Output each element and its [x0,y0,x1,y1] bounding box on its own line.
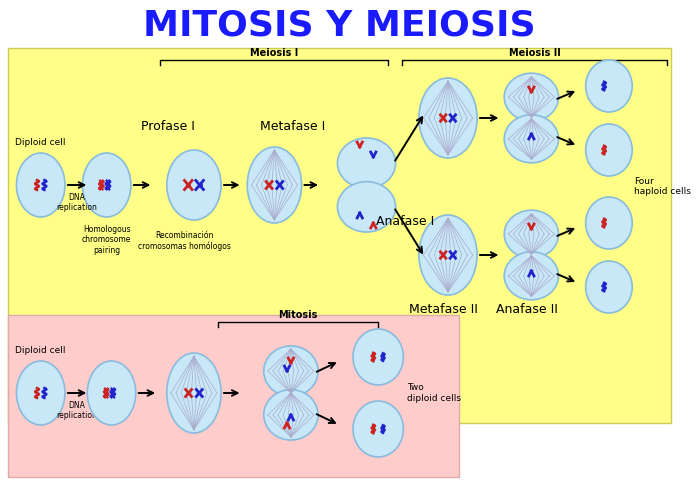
Ellipse shape [337,182,395,232]
Text: Metafase I: Metafase I [260,120,325,133]
Ellipse shape [353,401,403,457]
Ellipse shape [17,361,65,425]
FancyBboxPatch shape [8,315,458,477]
Ellipse shape [586,124,632,176]
Text: Meiosis II: Meiosis II [509,48,561,58]
Ellipse shape [586,261,632,313]
Text: Diploid cell: Diploid cell [15,346,66,355]
Ellipse shape [504,210,559,258]
Ellipse shape [504,73,559,121]
Text: DNA
replication: DNA replication [56,401,97,421]
Ellipse shape [167,353,221,433]
Ellipse shape [88,361,136,425]
Text: Homologous
chromosome
pairing: Homologous chromosome pairing [82,225,132,255]
Ellipse shape [419,215,477,295]
Ellipse shape [83,153,131,217]
Text: Anafase II: Anafase II [496,303,557,316]
Ellipse shape [264,346,318,396]
Ellipse shape [167,150,221,220]
Ellipse shape [419,78,477,158]
Ellipse shape [17,153,65,217]
Text: Two
diploid cells: Two diploid cells [407,383,461,403]
Ellipse shape [353,329,403,385]
Text: Meiosis I: Meiosis I [250,48,298,58]
Ellipse shape [337,138,395,188]
Text: Metafase II: Metafase II [409,303,477,316]
Text: MITOSIS Y MEIOSIS: MITOSIS Y MEIOSIS [143,9,536,43]
Text: Profase I: Profase I [141,120,195,133]
Ellipse shape [247,147,302,223]
Text: DNA
replication: DNA replication [56,193,97,212]
Ellipse shape [504,115,559,163]
Text: Four
haploid cells: Four haploid cells [634,177,691,196]
Ellipse shape [586,60,632,112]
Text: Diploid cell: Diploid cell [15,138,66,147]
FancyBboxPatch shape [8,48,671,423]
Ellipse shape [264,390,318,440]
Text: Anafase I: Anafase I [376,215,435,228]
Text: Recombinación
cromosomas homólogos: Recombinación cromosomas homólogos [138,231,231,251]
Text: Mitosis: Mitosis [279,310,318,320]
Ellipse shape [504,252,559,300]
Ellipse shape [586,197,632,249]
